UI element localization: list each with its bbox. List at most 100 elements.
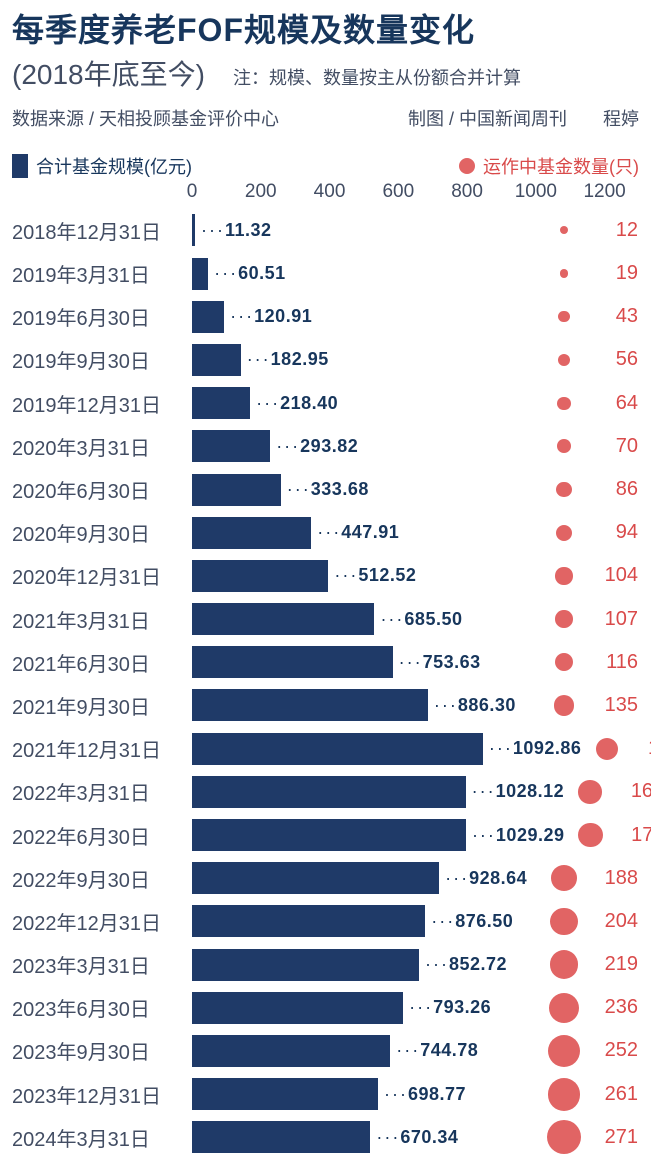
source-left: 数据来源 / 天相投顾基金评价中心 xyxy=(12,105,279,131)
count-dot xyxy=(558,311,569,322)
chart-row: 2019年3月31日 ···60.51 19 xyxy=(12,252,639,295)
chart-row: 2021年12月31日···1092.86152 xyxy=(12,727,639,770)
count-dot xyxy=(555,567,572,584)
bar-value-label: ···1092.86 xyxy=(489,738,582,759)
dot-zone xyxy=(538,567,590,584)
chart-row: 2019年9月30日···182.9556 xyxy=(12,338,639,381)
bar-value-label: ···218.40 xyxy=(256,393,338,414)
date-label: 2022年3月31日 xyxy=(12,777,192,806)
chart-row: 2023年12月31日···698.77261 xyxy=(12,1073,639,1116)
date-label: 2018年12月31日 xyxy=(12,216,192,245)
chart-row: 2021年9月30日···886.30135 xyxy=(12,684,639,727)
count-label: 19 xyxy=(590,262,638,285)
dot-zone xyxy=(538,950,590,979)
date-label: 2020年9月30日 xyxy=(12,518,192,547)
bar-zone: ···928.64 xyxy=(192,857,538,900)
chart-row: 2022年9月30日···928.64188 xyxy=(12,857,639,900)
chart-row: 2023年9月30日···744.78252 xyxy=(12,1029,639,1072)
count-dot xyxy=(554,695,574,715)
bar xyxy=(192,689,428,721)
date-label: 2019年6月30日 xyxy=(12,302,192,331)
count-label: 219 xyxy=(590,953,638,976)
bar xyxy=(192,819,466,851)
bar xyxy=(192,1035,390,1067)
bar xyxy=(192,646,393,678)
chart-note: 注：规模、数量按主从份额合并计算 xyxy=(233,64,521,90)
dot-zone xyxy=(538,439,590,453)
bar-zone: ···60.51 xyxy=(192,252,538,295)
legend-scale: 合计基金规模(亿元) xyxy=(12,153,192,179)
bar xyxy=(192,258,208,290)
dot-zone xyxy=(538,482,590,497)
count-label: 43 xyxy=(590,305,638,328)
chart-row: 2022年6月30日···1029.29178 xyxy=(12,813,639,856)
chart-row: 2022年12月31日···876.50204 xyxy=(12,900,639,943)
count-label: 152 xyxy=(633,737,651,760)
count-dot xyxy=(560,226,568,234)
bar xyxy=(192,949,419,981)
count-dot xyxy=(596,738,618,760)
count-label: 70 xyxy=(590,435,638,458)
dot-zone xyxy=(538,1035,590,1067)
bar xyxy=(192,905,425,937)
bar-value-label: ···11.32 xyxy=(201,220,272,241)
bar-value-label: ···120.91 xyxy=(230,306,312,327)
legend-count-label: 运作中基金数量(只) xyxy=(483,153,639,179)
date-label: 2023年6月30日 xyxy=(12,993,192,1022)
chart-row: 2019年12月31日···218.4064 xyxy=(12,382,639,425)
x-tick: 200 xyxy=(245,181,277,203)
dot-zone xyxy=(538,269,590,278)
bar-zone: ···218.40 xyxy=(192,382,538,425)
bar xyxy=(192,560,328,592)
bar-value-label: ···1029.29 xyxy=(472,825,565,846)
dot-zone xyxy=(538,525,590,541)
bar-value-label: ···685.50 xyxy=(380,609,462,630)
bar-value-label: ···182.95 xyxy=(247,349,329,370)
dot-zone xyxy=(581,738,633,760)
chart-row: 2022年3月31日···1028.12166 xyxy=(12,770,639,813)
bar xyxy=(192,862,439,894)
dot-zone xyxy=(538,397,590,410)
date-label: 2020年3月31日 xyxy=(12,432,192,461)
dot-zone xyxy=(538,610,590,628)
count-dot xyxy=(548,1078,581,1111)
count-dot xyxy=(578,823,603,848)
count-dot xyxy=(556,525,572,541)
count-dot xyxy=(549,993,579,1023)
count-dot xyxy=(548,1035,580,1067)
bar-zone: ···753.63 xyxy=(192,641,538,684)
date-label: 2022年6月30日 xyxy=(12,821,192,850)
count-label: 252 xyxy=(590,1039,638,1062)
bar-value-label: ···928.64 xyxy=(445,868,527,889)
chart-subtitle: (2018年底至今) xyxy=(12,53,205,93)
count-label: 12 xyxy=(590,219,638,242)
count-label: 116 xyxy=(590,651,638,674)
count-dot xyxy=(551,865,577,891)
date-label: 2019年12月31日 xyxy=(12,389,192,418)
count-label: 236 xyxy=(590,996,638,1019)
bar-zone: ···670.34 xyxy=(192,1116,538,1159)
legend-scale-label: 合计基金规模(亿元) xyxy=(36,153,192,179)
dot-zone xyxy=(538,311,590,322)
bar-zone: ···1092.86 xyxy=(192,727,581,770)
dot-zone xyxy=(538,993,590,1023)
bar xyxy=(192,301,224,333)
chart-row: 2020年12月31日···512.52104 xyxy=(12,554,639,597)
dot-zone xyxy=(538,226,590,234)
date-label: 2024年3月31日 xyxy=(12,1123,192,1152)
chart-row: 2020年6月30日···333.6886 xyxy=(12,468,639,511)
bar-zone: ···744.78 xyxy=(192,1029,538,1072)
date-label: 2020年12月31日 xyxy=(12,561,192,590)
chart-row: 2023年3月31日···852.72219 xyxy=(12,943,639,986)
count-label: 188 xyxy=(590,867,638,890)
dot-zone xyxy=(538,653,590,671)
date-label: 2019年3月31日 xyxy=(12,259,192,288)
bar-zone: ···512.52 xyxy=(192,554,538,597)
x-tick: 1000 xyxy=(515,181,557,203)
dot-zone xyxy=(538,695,590,715)
chart-row: 2018年12月31日 ···11.32 12 xyxy=(12,209,639,252)
bar-value-label: ···670.34 xyxy=(376,1127,458,1148)
bar-zone: ···1028.12 xyxy=(192,770,564,813)
date-label: 2023年12月31日 xyxy=(12,1080,192,1109)
bar-value-label: ···60.51 xyxy=(214,263,286,284)
